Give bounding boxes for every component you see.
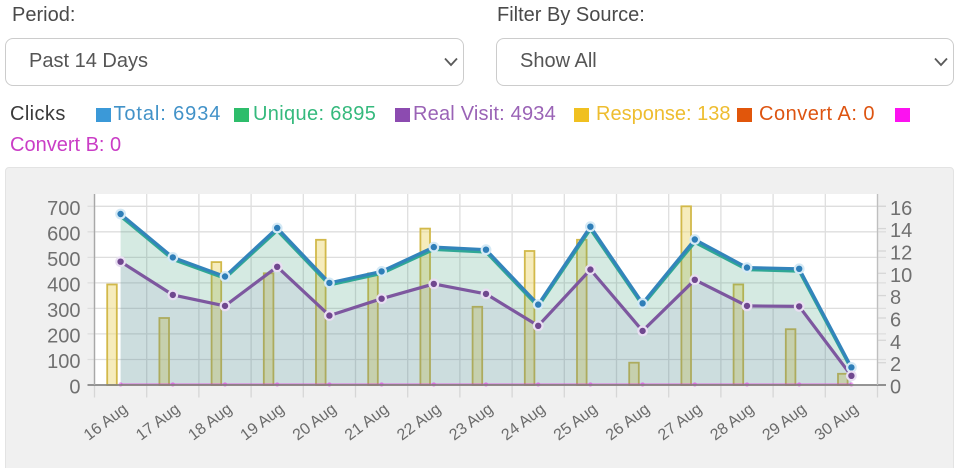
svg-text:400: 400 [47, 274, 80, 296]
svg-text:300: 300 [47, 300, 80, 322]
svg-text:16 Aug: 16 Aug [81, 401, 131, 445]
svg-text:26 Aug: 26 Aug [603, 401, 653, 445]
svg-text:4: 4 [890, 332, 901, 354]
svg-text:14: 14 [890, 220, 912, 242]
svg-text:20 Aug: 20 Aug [290, 401, 340, 445]
svg-text:29 Aug: 29 Aug [760, 401, 810, 445]
svg-text:8: 8 [890, 287, 901, 309]
svg-text:0: 0 [890, 377, 901, 399]
svg-text:30 Aug: 30 Aug [812, 401, 862, 445]
svg-text:6: 6 [890, 310, 901, 332]
svg-text:100: 100 [47, 351, 80, 373]
svg-text:16: 16 [890, 198, 912, 220]
svg-text:0: 0 [69, 377, 80, 399]
svg-text:24 Aug: 24 Aug [499, 401, 549, 445]
svg-text:25 Aug: 25 Aug [551, 401, 601, 445]
svg-text:23 Aug: 23 Aug [446, 401, 496, 445]
svg-text:22 Aug: 22 Aug [394, 401, 444, 445]
svg-text:200: 200 [47, 325, 80, 347]
svg-text:21 Aug: 21 Aug [342, 401, 392, 445]
svg-text:19 Aug: 19 Aug [238, 401, 288, 445]
svg-text:12: 12 [890, 243, 912, 265]
svg-text:2: 2 [890, 354, 901, 376]
svg-text:18 Aug: 18 Aug [185, 401, 235, 445]
svg-text:500: 500 [47, 249, 80, 271]
svg-text:10: 10 [890, 265, 912, 287]
svg-text:700: 700 [47, 198, 80, 220]
svg-text:28 Aug: 28 Aug [707, 401, 757, 445]
svg-text:17 Aug: 17 Aug [133, 401, 183, 445]
svg-text:600: 600 [47, 223, 80, 245]
svg-text:27 Aug: 27 Aug [655, 401, 705, 445]
